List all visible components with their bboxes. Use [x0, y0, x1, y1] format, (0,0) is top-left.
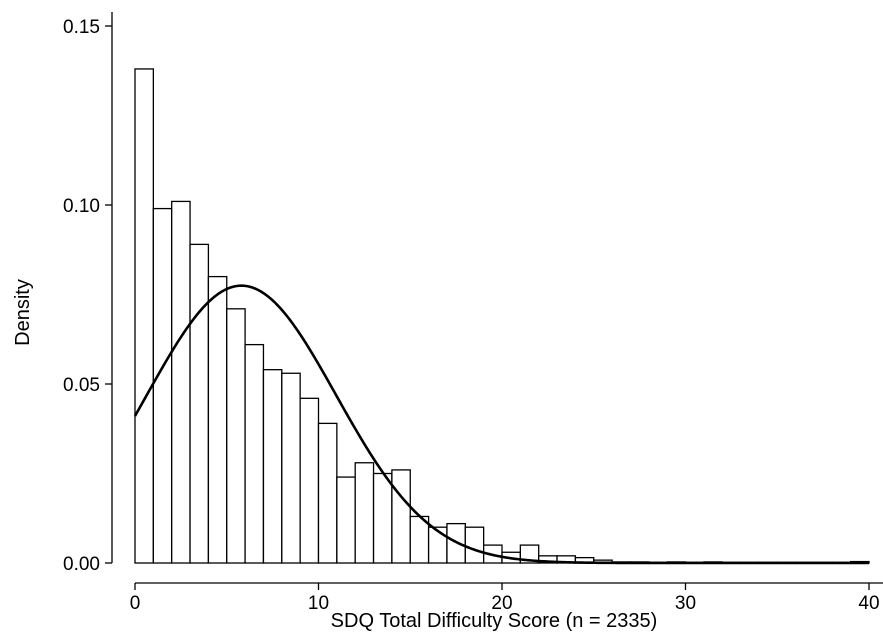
bars-layer — [134, 68, 870, 564]
x-tick-label-4: 40 — [858, 593, 879, 614]
histogram-bar-10 — [317, 422, 338, 564]
histogram-bar-1 — [152, 207, 173, 564]
y-tick-label-1: 0.05 — [63, 375, 100, 396]
x-axis-ticks: 0 10 20 30 40 — [130, 583, 880, 614]
y-axis-title: Density — [12, 279, 34, 346]
histogram-bar-12 — [354, 462, 375, 564]
histogram-bar-16 — [427, 526, 448, 564]
histogram-bar-11 — [336, 476, 356, 564]
y-axis-ticks: 0.00 0.05 0.10 0.15 — [63, 17, 112, 575]
histogram-bar-5 — [226, 308, 246, 564]
x-tick-label-1: 10 — [308, 593, 329, 614]
histogram-bar-9 — [299, 397, 320, 564]
x-tick-label-2: 20 — [491, 593, 512, 614]
histogram-bar-14 — [391, 469, 411, 564]
histogram-bar-8 — [281, 372, 301, 564]
y-tick-label-2: 0.10 — [63, 196, 100, 217]
histogram-bar-21 — [519, 544, 540, 564]
x-axis-title: SDQ Total Difficulty Score (n = 2335) — [331, 610, 658, 632]
x-tick-label-3: 30 — [675, 593, 696, 614]
x-tick-label-0: 0 — [130, 593, 141, 614]
histogram-bar-7 — [262, 369, 283, 564]
histogram-bar-0 — [134, 68, 155, 564]
histogram-bar-15 — [409, 515, 430, 564]
histogram-bar-2 — [171, 200, 191, 564]
y-tick-label-0: 0.00 — [63, 554, 100, 575]
histogram-bar-3 — [189, 243, 210, 564]
histogram-bar-4 — [207, 275, 228, 564]
histogram-bar-13 — [372, 472, 393, 564]
y-tick-label-3: 0.15 — [63, 17, 100, 38]
normal-density-curve — [133, 284, 869, 565]
histogram-bar-18 — [464, 526, 485, 564]
histogram-bar-6 — [244, 343, 265, 564]
